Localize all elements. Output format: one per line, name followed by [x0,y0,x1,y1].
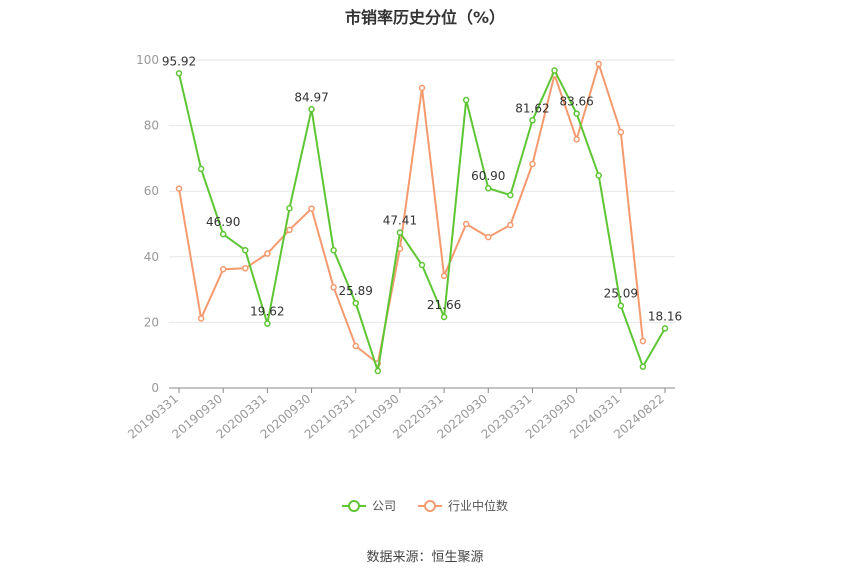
chart-title: 市销率历史分位（%） [344,8,506,27]
legend-item-company[interactable]: 公司 [341,497,396,514]
data-label: 25.89 [339,284,373,298]
data-point-company [396,229,404,236]
data-label: 18.16 [648,309,682,323]
data-point-industry [219,266,227,273]
y-tick-label: 20 [144,315,159,329]
series-line-industry [178,62,644,365]
data-point-industry [639,337,647,345]
data-point-company [374,367,382,375]
data-point-industry [440,272,448,280]
data-point-industry [308,205,315,212]
data-point-industry [242,265,249,272]
data-point-company [617,302,625,309]
data-label: 81.62 [515,101,549,115]
data-point-industry [418,84,426,92]
data-label: 19.62 [250,305,284,319]
data-point-company [573,110,580,117]
data-point-industry [529,160,536,168]
data-point-company [330,246,337,254]
data-point-company [507,191,514,199]
data-point-company [175,70,183,77]
data-point-company [219,230,227,238]
data-point-company [639,363,647,370]
data-point-industry [330,284,337,291]
data-point-company [529,117,536,124]
data-point-industry [286,226,293,234]
data-point-company [197,165,205,173]
grid-lines [169,59,675,323]
legend-swatch-company [341,499,366,512]
data-point-company [440,313,448,321]
source-note: 数据来源：恒生聚源 [366,550,484,565]
data-point-company [242,246,249,254]
y-tick-label: 0 [151,381,159,395]
y-tick-label: 80 [144,119,159,133]
data-point-company [462,96,470,104]
data-point-industry [175,185,183,192]
data-point-company [286,205,293,212]
y-tick-label: 60 [144,184,159,198]
data-label: 25.09 [604,287,638,301]
data-point-industry [617,128,625,136]
data-label: 46.90 [206,215,240,229]
data-point-industry [485,233,492,241]
data-point-industry [507,221,514,229]
data-point-industry [573,136,580,143]
y-tick-label: 100 [136,53,159,67]
data-label: 60.90 [471,169,505,183]
y-tick-label: 40 [144,250,159,264]
legend-swatch-industry [418,499,442,512]
data-label: 84.97 [294,90,328,104]
legend-label-company: 公司 [371,499,396,513]
legend-label-industry: 行业中位数 [448,499,509,513]
data-label: 47.41 [383,213,417,227]
data-point-company [418,261,426,269]
data-labels: 95.92 46.90 19.62 84.97 25.89 47.41 21.66 60.90… [162,54,682,323]
data-label: 95.92 [162,54,196,68]
data-point-industry [197,315,205,322]
data-label: 21.66 [427,298,461,312]
data-point-company [485,184,492,192]
data-point-company [352,299,359,307]
series-lines [175,60,669,375]
data-point-company [595,172,602,179]
data-point-industry [595,60,602,68]
legend: 公司 行业中位数 [0,497,850,514]
data-point-industry [462,220,470,228]
data-point-industry [352,342,359,350]
data-point-company [551,67,558,74]
legend-item-industry[interactable]: 行业中位数 [418,497,508,514]
data-point-industry [264,250,271,257]
data-point-company [661,325,669,332]
data-label: 83.66 [559,95,593,109]
data-point-company [264,320,271,327]
series-line-company [178,69,666,372]
data-point-company [308,106,315,113]
